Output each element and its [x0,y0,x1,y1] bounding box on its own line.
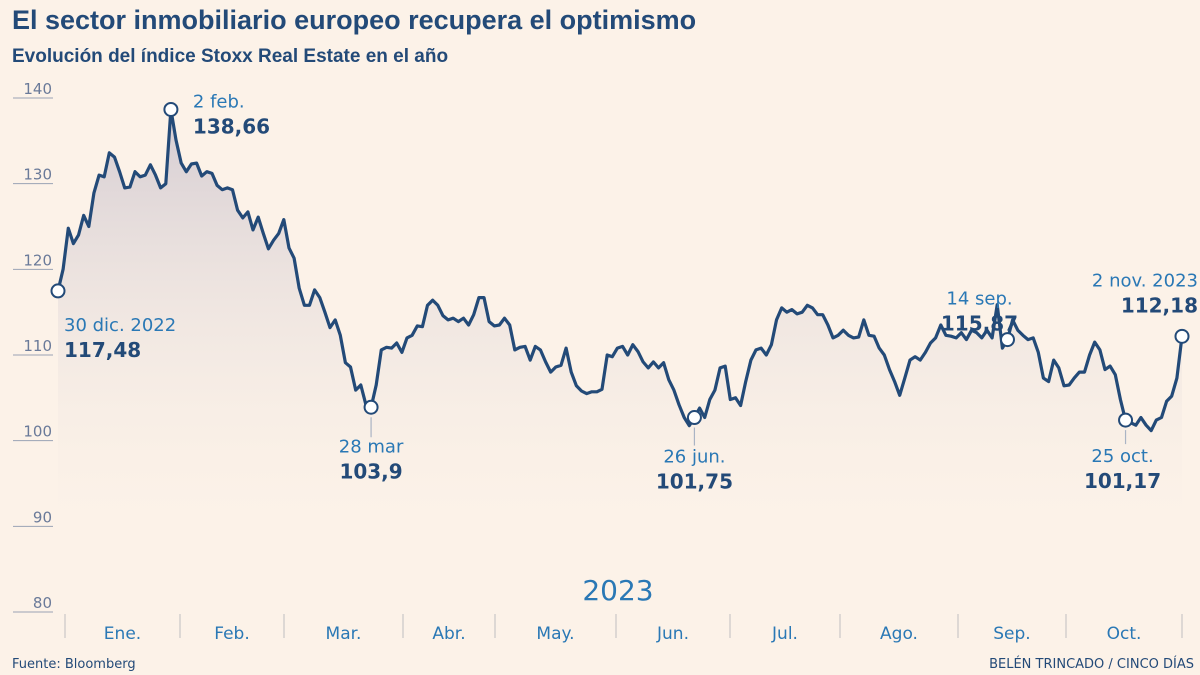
annotation-marker [1174,328,1190,344]
x-axis-label: 2023 [582,574,653,607]
x-tick-label: Jun. [656,624,689,644]
x-tick-label: Sep. [993,624,1030,644]
annotation-value: 103,9 [339,459,402,483]
y-tick-label: 80 [33,594,52,612]
annotation-marker [999,332,1015,348]
x-tick-label: Feb. [214,624,250,644]
annotation-date: 28 mar [339,436,404,457]
annotation-date: 25 oct. [1091,446,1153,467]
x-tick-label: Ago. [880,624,918,644]
annotation-marker [50,283,66,299]
x-tick-label: Mar. [326,624,362,644]
x-tick-label: May. [536,624,574,644]
annotation-value: 112,18 [1121,293,1198,317]
annotation-marker [163,101,179,117]
chart-subtitle: Evolución del índice Stoxx Real Estate e… [12,46,448,67]
x-tick-label: Jul. [771,624,798,644]
annotation-date: 2 feb. [193,91,245,112]
x-axis: Ene. Feb. Mar. Abr. May. Jun. Jul. Ago. Sep. Oct. [64,614,1183,644]
annotation-marker [363,399,379,415]
x-tick-label: Abr. [432,624,465,644]
y-axis: 140 130 120 110 100 90 80 [13,80,53,613]
annotation-date: 14 sep. [946,289,1012,310]
source-note: Fuente: Bloomberg [12,657,136,672]
annotation-marker [686,410,702,426]
annotation-date: 30 dic. 2022 [64,315,176,336]
annotation-date: 2 nov. 2023 [1092,270,1198,291]
y-tick-label: 110 [23,337,52,355]
x-tick-label: Ene. [104,624,141,644]
x-tick-label: Oct. [1107,624,1142,644]
annotation-value: 101,75 [656,470,733,494]
annotation-marker [1118,412,1134,428]
annotation-value: 138,66 [193,114,270,138]
annotation-value: 115,87 [941,312,1018,336]
chart-title: El sector inmobiliario europeo recupera … [12,5,696,35]
series-line [56,107,1184,433]
y-tick-label: 100 [23,423,52,441]
y-tick-label: 130 [23,166,52,184]
annotation-value: 117,48 [64,338,141,362]
y-tick-label: 140 [23,80,52,98]
series-area [58,109,1182,560]
annotation-value: 101,17 [1084,469,1161,493]
y-tick-label: 120 [23,251,52,269]
credit-note: BELÉN TRINCADO / CINCO DÍAS [989,656,1194,672]
y-tick-label: 90 [33,508,52,526]
annotation-date: 26 jun. [663,447,725,468]
